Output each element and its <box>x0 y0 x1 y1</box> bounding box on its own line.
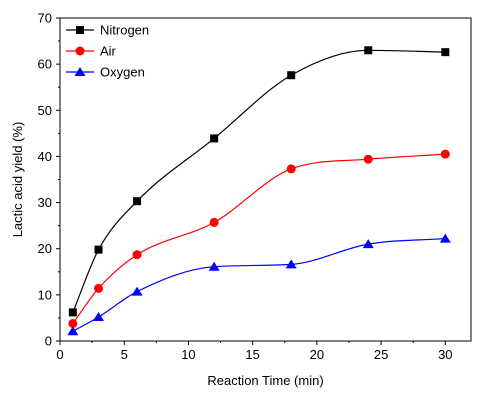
oxygen-data-point <box>362 239 374 249</box>
legend-label-oxygen: Oxygen <box>100 65 145 80</box>
air-fit-curve <box>72 153 446 324</box>
x-tick-label: 30 <box>438 347 452 362</box>
y-axis-title: Lactic acid yield (%) <box>10 122 25 238</box>
legend-label-nitrogen: Nitrogen <box>100 23 149 38</box>
oxygen-data-point <box>208 261 220 271</box>
nitrogen-fit-curve <box>72 49 446 313</box>
series-oxygen <box>67 233 451 336</box>
x-tick-label: 20 <box>310 347 324 362</box>
nitrogen-data-point <box>94 245 103 254</box>
air-data-point <box>68 318 78 328</box>
air-data-point <box>94 283 104 293</box>
legend-marker-nitrogen <box>76 26 84 34</box>
nitrogen-data-point <box>133 197 142 206</box>
nitrogen-data-point <box>441 48 450 57</box>
x-axis: 0 5 10 15 20 25 30 <box>56 341 453 362</box>
nitrogen-data-point <box>287 71 296 80</box>
legend: Nitrogen Air Oxygen <box>66 23 149 80</box>
air-data-point <box>209 217 219 227</box>
oxygen-data-point <box>67 326 79 336</box>
legend-marker-oxygen <box>74 67 86 76</box>
y-tick-label: 30 <box>38 195 52 210</box>
y-tick-label: 20 <box>38 241 52 256</box>
air-data-point <box>363 154 373 164</box>
y-tick-label: 40 <box>38 149 52 164</box>
x-tick-label: 0 <box>56 347 63 362</box>
x-tick-label: 15 <box>245 347 259 362</box>
y-tick-label: 10 <box>38 287 52 302</box>
x-tick-label: 5 <box>121 347 128 362</box>
y-tick-label: 50 <box>38 103 52 118</box>
series-layer <box>67 46 451 336</box>
nitrogen-data-point <box>68 308 77 317</box>
air-data-point <box>132 250 142 260</box>
y-tick-label: 0 <box>45 334 52 349</box>
y-tick-label: 70 <box>38 11 52 26</box>
nitrogen-data-point <box>210 134 219 143</box>
oxygen-data-point <box>93 312 105 322</box>
oxygen-data-point <box>285 259 297 269</box>
x-tick-label: 10 <box>181 347 195 362</box>
series-nitrogen <box>68 46 450 317</box>
x-axis-title: Reaction Time (min) <box>207 373 323 388</box>
legend-item-nitrogen: Nitrogen <box>66 23 149 38</box>
legend-item-air: Air <box>66 44 117 59</box>
oxygen-data-point <box>439 233 451 243</box>
air-data-point <box>286 164 296 174</box>
series-air <box>68 149 450 328</box>
y-axis: 0 10 20 30 40 50 60 70 <box>38 11 60 349</box>
legend-marker-air <box>75 46 85 56</box>
legend-item-oxygen: Oxygen <box>66 65 145 80</box>
oxygen-fit-curve <box>72 237 446 332</box>
oxygen-data-point <box>131 286 143 296</box>
legend-label-air: Air <box>100 44 117 59</box>
x-tick-label: 25 <box>374 347 388 362</box>
air-data-point <box>440 149 450 159</box>
nitrogen-data-point <box>364 46 373 55</box>
y-tick-label: 60 <box>38 57 52 72</box>
